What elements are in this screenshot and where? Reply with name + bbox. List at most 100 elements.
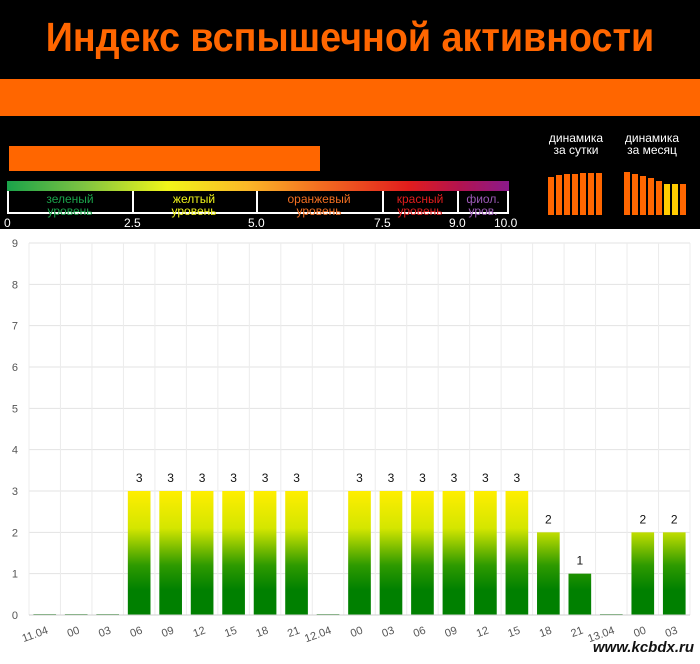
x-tick-label: 00 xyxy=(632,625,648,640)
chart-bar xyxy=(285,491,308,615)
y-tick-label: 4 xyxy=(12,445,18,457)
bar-value-label: 3 xyxy=(136,471,143,485)
bar-value-label: 3 xyxy=(419,471,426,485)
x-tick-label: 18 xyxy=(538,625,554,640)
x-tick-label: 12.04 xyxy=(303,625,333,646)
x-tick-label: 12 xyxy=(475,625,491,640)
dynamics-bar xyxy=(632,174,638,215)
dynamics-bar xyxy=(548,177,554,215)
y-tick-label: 5 xyxy=(12,403,18,415)
y-tick-label: 8 xyxy=(12,279,18,291)
scale-divider xyxy=(132,191,134,214)
x-tick-label: 11.04 xyxy=(21,625,50,645)
dynamics-bar xyxy=(564,174,570,215)
scale-tick: 0 xyxy=(4,216,11,230)
dynamics-bar xyxy=(572,174,578,215)
dynamics-bar xyxy=(656,181,662,215)
scale-label-green: зеленый уровень xyxy=(46,192,94,218)
dynamics-bar xyxy=(680,184,686,215)
chart-bar xyxy=(442,491,466,615)
flare-index-bar xyxy=(9,146,320,171)
scale-tick: 10.0 xyxy=(494,216,518,230)
scale-tick: 2.5 xyxy=(124,216,141,230)
chart-bar xyxy=(379,491,403,615)
y-tick-label: 7 xyxy=(12,321,18,333)
scale-label-purple: фиол. уров. xyxy=(466,192,500,218)
scale-label-red: красный уровень xyxy=(396,192,444,218)
scale-tick: 7.5 xyxy=(374,216,391,230)
bar-value-label: 3 xyxy=(262,471,269,485)
chart-bar xyxy=(411,491,434,615)
chart-bar xyxy=(127,491,151,615)
x-tick-label: 21 xyxy=(286,625,302,640)
bar-value-label: 3 xyxy=(230,471,237,485)
day-dynamics-caption: динамика за сутки xyxy=(548,131,604,157)
page-title: Индекс вспышечной активности xyxy=(45,14,655,60)
bar-value-label: 3 xyxy=(388,471,395,485)
dynamics-bar xyxy=(580,173,586,215)
x-tick-label: 03 xyxy=(664,625,680,640)
bar-value-label: 3 xyxy=(167,471,174,485)
chart-bar xyxy=(190,491,214,615)
scale-divider xyxy=(382,191,384,214)
bar-value-label: 2 xyxy=(545,512,552,526)
dynamics-bar xyxy=(648,178,654,215)
x-tick-label: 15 xyxy=(223,625,239,640)
bar-value-label: 3 xyxy=(482,471,489,485)
scale-tick: 5.0 xyxy=(248,216,265,230)
bar-value-label: 2 xyxy=(671,512,678,526)
x-tick-label: 00 xyxy=(66,625,82,640)
x-tick-label: 03 xyxy=(380,625,396,640)
chart-bar xyxy=(662,532,686,615)
chart-bar xyxy=(348,491,371,615)
chart-bar xyxy=(159,491,182,615)
scale-tick: 9.0 xyxy=(449,216,466,230)
day-dynamics-sparkline xyxy=(548,172,606,215)
scale-divider xyxy=(256,191,258,214)
y-tick-label: 2 xyxy=(12,527,18,539)
month-dynamics-caption: динамика за месяц xyxy=(624,131,680,157)
x-tick-label: 18 xyxy=(254,625,270,640)
x-tick-label: 12 xyxy=(192,625,208,640)
bar-value-label: 2 xyxy=(639,512,646,526)
chart-bar xyxy=(222,491,245,615)
orange-banner xyxy=(0,79,700,116)
dynamics-bar xyxy=(664,184,670,215)
bar-value-label: 3 xyxy=(514,471,521,485)
y-tick-label: 0 xyxy=(12,610,18,622)
chart-bar xyxy=(631,532,655,615)
y-tick-label: 6 xyxy=(12,362,18,374)
x-tick-label: 15 xyxy=(506,625,522,640)
month-dynamics-sparkline xyxy=(624,172,686,215)
scale-frame xyxy=(7,191,509,214)
dynamics-bar xyxy=(588,173,594,215)
y-tick-label: 3 xyxy=(12,486,18,498)
x-tick-label: 09 xyxy=(160,625,176,640)
dynamics-bar xyxy=(596,173,602,215)
y-tick-label: 9 xyxy=(12,238,18,250)
chart-bar xyxy=(568,573,592,615)
scale-label-orange: оранжевый уровень xyxy=(287,192,351,218)
chart-bar xyxy=(253,491,277,615)
bar-value-label: 3 xyxy=(199,471,206,485)
scale-gradient xyxy=(7,181,509,191)
bar-value-label: 3 xyxy=(356,471,363,485)
bar-value-label: 3 xyxy=(451,471,458,485)
watermark: www.kcbdx.ru xyxy=(592,639,694,656)
dynamics-bar xyxy=(624,172,630,215)
bar-value-label: 1 xyxy=(576,554,583,568)
x-tick-label: 03 xyxy=(97,625,113,640)
bar-value-label: 3 xyxy=(293,471,300,485)
chart-bar xyxy=(537,532,560,615)
chart-bar xyxy=(474,491,497,615)
dynamics-bar xyxy=(672,184,678,215)
x-tick-label: 09 xyxy=(443,625,459,640)
flare-index-chart: 0 1 2 3 4 5 6 7 8 9 11.04 00 03 3 06 3 09 3 12 3 15 3 18 3 21 12.… xyxy=(0,229,700,659)
scale-label-yellow: желтый уровень xyxy=(171,192,217,218)
dynamics-bar xyxy=(556,175,562,215)
x-tick-label: 00 xyxy=(349,625,365,640)
y-tick-label: 1 xyxy=(12,569,18,581)
x-tick-label: 06 xyxy=(412,625,428,640)
chart-bar xyxy=(505,491,529,615)
